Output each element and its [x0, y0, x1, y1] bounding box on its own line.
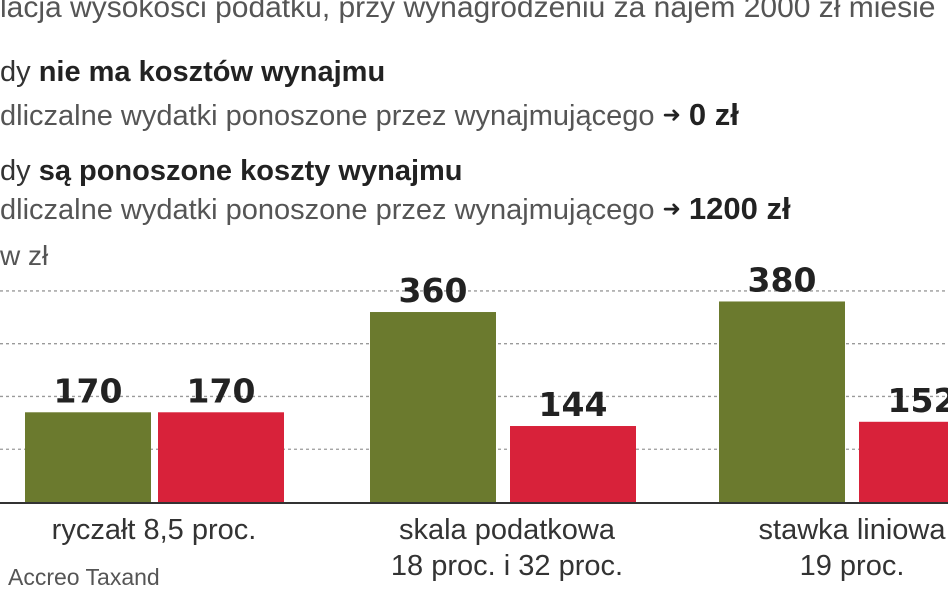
green-bar-1: [25, 412, 151, 502]
case-no-costs-amount: 0 zł: [688, 97, 739, 132]
case-with-costs-title: dy są ponoszone koszty wynajmu: [0, 155, 463, 188]
case-no-costs-prefix: dy: [0, 56, 39, 88]
case-no-costs-detail: dliczalne wydatki ponoszone przez wynajm…: [0, 100, 655, 132]
category-label-line: skala podatkowa: [398, 514, 616, 546]
bar-value-label: 144: [539, 385, 608, 424]
case-no-costs-bold: nie ma kosztów wynajmu: [38, 56, 386, 88]
arrow-right-icon: ➜: [662, 196, 681, 221]
red-bar-1: [158, 412, 284, 502]
bar-value-label: 170: [187, 371, 256, 410]
green-bar-3: [719, 301, 845, 502]
bar-value-label: 380: [748, 260, 817, 299]
case-no-costs-title: dy nie ma kosztów wynajmu: [0, 56, 385, 89]
bar-value-label: 360: [399, 271, 468, 310]
case-with-costs-detail: dliczalne wydatki ponoszone przez wynajm…: [0, 194, 655, 226]
arrow-right-icon: ➜: [662, 102, 681, 127]
case-with-costs-amount: 1200 zł: [688, 191, 791, 226]
category-label-line: stawka liniowa: [758, 514, 946, 546]
category-label-line: 18 proc. i 32 proc.: [390, 550, 624, 582]
category-label: skala podatkowa 18 proc. i 32 proc.: [391, 512, 623, 584]
source-label: Accreo Taxand: [8, 564, 160, 590]
category-label: stawka liniowa 19 proc.: [759, 512, 946, 584]
category-label: ryczałt 8,5 proc.: [52, 512, 257, 548]
category-label-line: ryczałt 8,5 proc.: [51, 514, 257, 546]
chart-intro-text: lacja wysokości podatku, przy wynagrodze…: [0, 0, 936, 24]
red-bar-2: [510, 426, 636, 502]
category-label-line: 19 proc.: [799, 550, 905, 582]
red-bar-3: [859, 421, 948, 502]
bar-value-label: 170: [54, 371, 123, 410]
green-bar-2: [370, 312, 496, 502]
case-with-costs-bold: są ponoszone koszty wynajmu: [38, 155, 463, 187]
case-with-costs-prefix: dy: [0, 155, 39, 187]
bar-value-label: 152: [888, 381, 948, 420]
unit-label: w zł: [0, 240, 49, 271]
case-with-costs-detail-row: dliczalne wydatki ponoszone przez wynajm…: [0, 191, 791, 227]
case-no-costs-detail-row: dliczalne wydatki ponoszone przez wynajm…: [0, 97, 739, 133]
